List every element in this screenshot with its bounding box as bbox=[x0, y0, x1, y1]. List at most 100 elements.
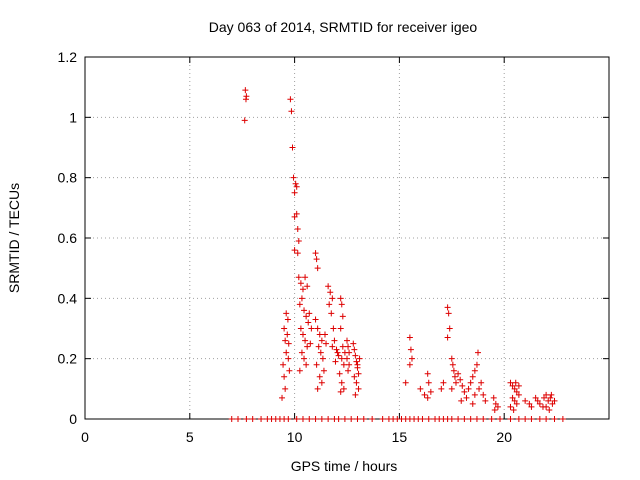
data-point bbox=[307, 340, 314, 347]
data-point bbox=[458, 397, 465, 404]
data-point bbox=[249, 416, 256, 422]
data-point bbox=[299, 416, 306, 422]
data-point bbox=[480, 391, 487, 398]
data-point bbox=[318, 379, 325, 386]
data-point bbox=[340, 361, 347, 368]
data-point bbox=[329, 343, 336, 350]
data-point bbox=[345, 343, 352, 350]
data-point bbox=[327, 289, 334, 296]
data-point bbox=[512, 379, 519, 386]
data-point bbox=[509, 382, 516, 389]
data-point bbox=[279, 394, 286, 401]
data-point bbox=[345, 367, 352, 374]
data-point bbox=[421, 391, 428, 398]
data-point bbox=[360, 416, 367, 422]
data-point bbox=[491, 406, 498, 413]
data-point bbox=[339, 313, 346, 320]
data-point bbox=[258, 416, 265, 422]
data-point bbox=[243, 416, 250, 422]
data-point bbox=[312, 316, 319, 323]
data-point bbox=[473, 361, 480, 368]
data-point bbox=[317, 349, 324, 356]
x-tick-label: 0 bbox=[81, 429, 89, 445]
data-point bbox=[299, 286, 306, 293]
data-point bbox=[445, 310, 452, 317]
data-point bbox=[337, 388, 344, 395]
data-point bbox=[355, 370, 362, 377]
data-point bbox=[305, 319, 312, 326]
data-point bbox=[354, 361, 361, 368]
data-point bbox=[351, 346, 358, 353]
data-point bbox=[338, 355, 345, 362]
data-point bbox=[471, 391, 478, 398]
y-tick-label: 1.2 bbox=[58, 49, 78, 65]
data-point bbox=[424, 394, 431, 401]
data-point bbox=[351, 373, 358, 380]
data-point bbox=[548, 391, 555, 398]
data-point bbox=[294, 225, 301, 232]
data-point bbox=[341, 416, 348, 422]
data-point bbox=[348, 416, 355, 422]
x-tick-label: 15 bbox=[392, 429, 408, 445]
data-point bbox=[471, 367, 478, 374]
data-point bbox=[298, 349, 305, 356]
data-point bbox=[490, 394, 497, 401]
data-point bbox=[444, 334, 451, 341]
data-point bbox=[283, 310, 290, 317]
data-point bbox=[340, 385, 347, 392]
data-point bbox=[444, 304, 451, 311]
data-point bbox=[338, 301, 345, 308]
data-point bbox=[314, 265, 321, 272]
x-tick-label: 5 bbox=[186, 429, 194, 445]
data-point bbox=[242, 96, 249, 103]
data-point bbox=[304, 283, 311, 290]
data-point bbox=[292, 180, 299, 187]
data-point bbox=[482, 397, 489, 404]
data-point bbox=[284, 316, 291, 323]
data-point bbox=[448, 385, 455, 392]
data-point bbox=[280, 361, 287, 368]
data-point bbox=[306, 416, 313, 422]
data-point bbox=[509, 394, 516, 401]
data-point bbox=[475, 349, 481, 356]
data-point bbox=[334, 349, 341, 356]
data-point bbox=[281, 373, 288, 380]
data-point bbox=[465, 385, 472, 392]
data-point bbox=[478, 379, 485, 386]
data-point bbox=[293, 183, 300, 190]
data-point bbox=[536, 400, 543, 407]
data-point bbox=[507, 416, 514, 422]
data-point bbox=[513, 388, 520, 395]
data-point bbox=[228, 416, 235, 422]
data-point bbox=[438, 385, 445, 392]
data-point bbox=[469, 400, 476, 407]
data-point bbox=[333, 346, 340, 353]
data-point bbox=[473, 416, 480, 422]
data-point bbox=[547, 394, 554, 401]
data-point bbox=[461, 416, 468, 422]
data-point bbox=[325, 416, 332, 422]
data-point bbox=[335, 416, 342, 422]
data-point bbox=[318, 337, 325, 344]
data-points bbox=[228, 87, 566, 422]
x-tick-label: 10 bbox=[287, 429, 303, 445]
data-point bbox=[332, 358, 339, 365]
data-point bbox=[281, 325, 288, 332]
data-point bbox=[510, 406, 517, 413]
data-point bbox=[331, 337, 338, 344]
grid-lines bbox=[85, 57, 609, 419]
data-point bbox=[346, 361, 353, 368]
data-point bbox=[289, 144, 296, 151]
data-point bbox=[507, 403, 514, 410]
data-point bbox=[528, 403, 535, 410]
data-point bbox=[329, 295, 336, 302]
data-point bbox=[285, 416, 292, 422]
data-point bbox=[551, 397, 558, 404]
data-point bbox=[513, 400, 520, 407]
data-point bbox=[284, 331, 291, 338]
y-tick-label: 1 bbox=[69, 109, 77, 125]
data-point bbox=[287, 96, 294, 103]
data-point bbox=[425, 416, 432, 422]
data-point bbox=[323, 340, 330, 347]
data-point bbox=[546, 406, 553, 413]
